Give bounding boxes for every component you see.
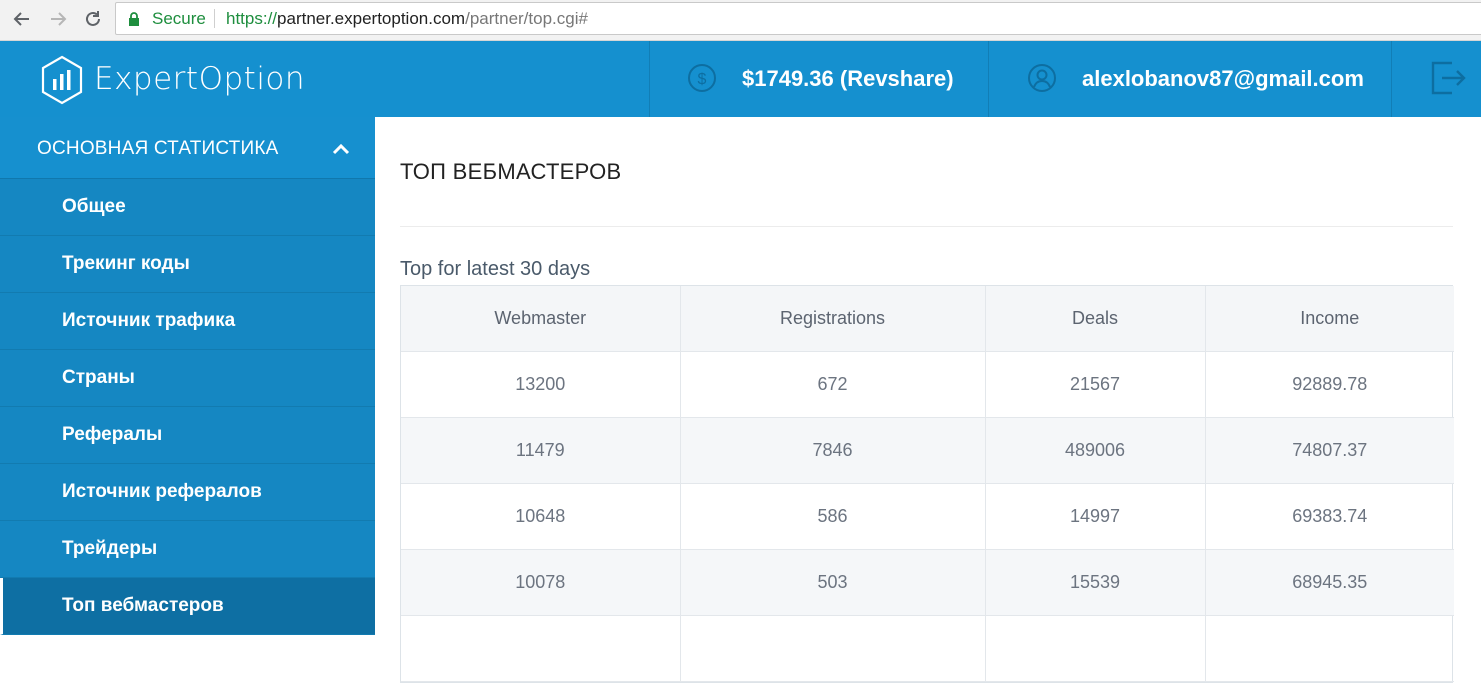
cell-registrations: 672 — [680, 351, 986, 418]
browser-toolbar: Secure https://partner.expertoption.com/… — [0, 0, 1481, 41]
cell-deals: 21567 — [985, 351, 1206, 418]
cell-income — [1205, 615, 1454, 682]
user-icon — [1028, 64, 1056, 92]
page-title: ТОП ВЕБМАСТЕРОВ — [400, 159, 622, 184]
url-scheme: https:// — [226, 9, 278, 28]
header-divider — [649, 41, 650, 117]
sidebar-item-traffic-source[interactable]: Источник трафика — [0, 293, 375, 350]
app-header: ExpertOption $ $1749.36 (Revshare) alexl… — [0, 41, 1481, 117]
chevron-up-icon[interactable] — [331, 142, 351, 156]
sidebar-item-countries[interactable]: Страны — [0, 350, 375, 407]
arrow-right-icon — [51, 12, 67, 26]
cell-deals: 489006 — [985, 417, 1206, 484]
cell-income: 69383.74 — [1205, 483, 1454, 550]
table-row: 10648 586 14997 69383.74 — [401, 483, 1454, 550]
url-host: partner.expertoption.com — [277, 9, 466, 28]
sidebar-item-label: Страны — [62, 367, 135, 388]
header-divider — [988, 41, 989, 117]
cell-registrations: 7846 — [680, 417, 986, 484]
sidebar-item-referrals[interactable]: Рефералы — [0, 407, 375, 464]
cell-webmaster: 11479 — [401, 417, 681, 484]
cell-webmaster: 10078 — [401, 549, 681, 616]
title-divider — [400, 226, 1453, 227]
url-text[interactable]: https://partner.expertoption.com/partner… — [226, 9, 588, 29]
svg-text:$: $ — [698, 71, 707, 88]
url-path: /partner/top.cgi# — [465, 9, 588, 28]
top-webmasters-table: Webmaster Registrations Deals Income 132… — [400, 285, 1454, 683]
sidebar-item-referral-source[interactable]: Источник рефералов — [0, 464, 375, 521]
cell-income: 68945.35 — [1205, 549, 1454, 616]
column-header-webmaster[interactable]: Webmaster — [401, 286, 681, 352]
reload-button[interactable] — [80, 6, 106, 32]
table-row: 10078 503 15539 68945.35 — [401, 549, 1454, 616]
table-row: 13200 672 21567 92889.78 — [401, 351, 1454, 418]
omnibox-divider — [214, 9, 215, 28]
arrow-left-icon — [13, 12, 29, 26]
logout-icon[interactable] — [1428, 59, 1466, 97]
cell-income: 74807.37 — [1205, 417, 1454, 484]
sidebar-item-tracking-codes[interactable]: Трекинг коды — [0, 236, 375, 293]
sidebar-item-label: Трейдеры — [62, 538, 158, 559]
sidebar-item-label: Трекинг коды — [62, 253, 190, 274]
lock-icon — [129, 12, 139, 26]
cell-webmaster: 13200 — [401, 351, 681, 418]
column-header-registrations[interactable]: Registrations — [680, 286, 986, 352]
sidebar-item-label: Общее — [62, 196, 126, 217]
balance-display[interactable]: $1749.36 (Revshare) — [742, 66, 954, 91]
sidebar-item-label: Источник рефералов — [62, 481, 262, 502]
forward-button[interactable] — [45, 6, 71, 32]
cell-registrations — [680, 615, 986, 682]
table-row: 11479 7846 489006 74807.37 — [401, 417, 1454, 484]
dollar-icon: $ — [688, 64, 716, 92]
back-button[interactable] — [9, 6, 35, 32]
sidebar-section-title: ОСНОВНАЯ СТАТИСТИКА — [37, 138, 279, 159]
sidebar-item-top-webmasters[interactable]: Топ вебмастеров — [0, 578, 375, 635]
sidebar-item-traders[interactable]: Трейдеры — [0, 521, 375, 578]
column-header-income[interactable]: Income — [1205, 286, 1454, 352]
table-row — [401, 615, 1454, 682]
table-header-row: Webmaster Registrations Deals Income — [401, 286, 1454, 352]
cell-deals: 14997 — [985, 483, 1206, 550]
sidebar-item-label: Рефералы — [62, 424, 163, 445]
cell-deals: 15539 — [985, 549, 1206, 616]
logo-icon[interactable] — [40, 55, 84, 105]
user-email[interactable]: alexlobanov87@gmail.com — [1082, 66, 1364, 91]
sidebar-item-label: Источник трафика — [62, 310, 236, 331]
reload-icon — [86, 11, 100, 26]
secure-label: Secure — [152, 9, 206, 28]
address-bar[interactable]: Secure https://partner.expertoption.com/… — [115, 2, 1481, 35]
column-header-deals[interactable]: Deals — [985, 286, 1206, 352]
sidebar-section-header[interactable]: ОСНОВНАЯ СТАТИСТИКА — [0, 117, 375, 179]
cell-webmaster: 10648 — [401, 483, 681, 550]
table-subtitle: Top for latest 30 days — [400, 258, 591, 280]
sidebar: ОСНОВНАЯ СТАТИСТИКА Общее Трекинг коды И… — [0, 117, 375, 635]
main-content: ТОП ВЕБМАСТЕРОВ Top for latest 30 days W… — [375, 117, 1481, 683]
cell-deals — [985, 615, 1206, 682]
cell-registrations: 586 — [680, 483, 986, 550]
cell-webmaster — [401, 615, 681, 682]
sidebar-item-general[interactable]: Общее — [0, 179, 375, 236]
brand-name[interactable]: ExpertOption — [94, 61, 306, 97]
cell-income: 92889.78 — [1205, 351, 1454, 418]
header-divider — [1391, 41, 1392, 117]
sidebar-item-label: Топ вебмастеров — [62, 595, 224, 616]
cell-registrations: 503 — [680, 549, 986, 616]
